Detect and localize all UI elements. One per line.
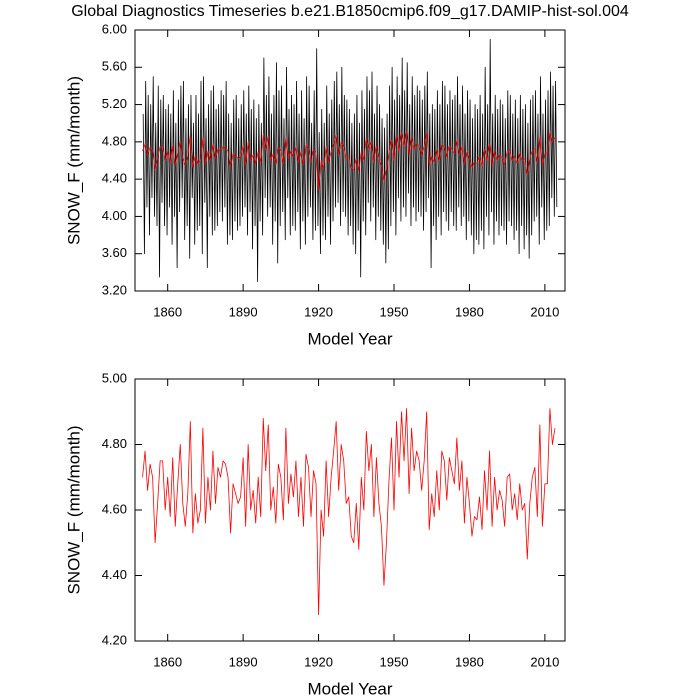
y-tick-label: 5.20: [102, 96, 127, 111]
y-tick-label: 4.40: [102, 567, 127, 582]
y-tick-label: 4.80: [102, 133, 127, 148]
x-tick-label: 1950: [380, 654, 409, 669]
y-tick-label: 3.20: [102, 282, 127, 297]
x-tick-label: 1920: [304, 654, 333, 669]
plot-frame: [134, 29, 566, 292]
x-tick-label: 1860: [153, 654, 182, 669]
x-tick-label: 1950: [380, 304, 409, 319]
x-tick-label: 1980: [455, 304, 484, 319]
plot-panel: Global Diagnostics Timeseries b.e21.B185…: [64, 3, 628, 348]
x-tick-label: 1890: [229, 654, 258, 669]
series-line: [142, 131, 556, 191]
series-line: [142, 408, 556, 616]
x-tick-label: 1920: [304, 304, 333, 319]
y-tick-label: 4.80: [102, 436, 127, 451]
y-axis-label: SNOW_F (mm/month): [64, 76, 83, 245]
x-tick-label: 1860: [153, 304, 182, 319]
plot-frame: [134, 378, 566, 642]
y-tick-label: 5.00: [102, 370, 127, 385]
series-line: [142, 38, 558, 283]
x-tick-label: 1890: [229, 304, 258, 319]
x-tick-label: 1980: [455, 654, 484, 669]
x-axis-label: Model Year: [307, 679, 392, 698]
y-tick-label: 4.00: [102, 208, 127, 223]
x-tick-label: 2010: [530, 304, 559, 319]
y-tick-label: 4.60: [102, 501, 127, 516]
y-tick-label: 3.60: [102, 245, 127, 260]
y-tick-label: 4.40: [102, 171, 127, 186]
plot-panel: 4.20 4.40 4.60 4.80 5.00 1860 1890 1920 1950 1980…: [64, 370, 566, 698]
y-tick-label: 5.60: [102, 59, 127, 74]
y-tick-label: 6.00: [102, 21, 127, 36]
y-tick-label: 4.20: [102, 632, 127, 647]
y-axis-label: SNOW_F (mm/month): [64, 425, 83, 594]
chart-title: Global Diagnostics Timeseries b.e21.B185…: [71, 3, 629, 20]
data-layer: [142, 38, 558, 283]
data-layer: [142, 408, 556, 616]
x-axis-label: Model Year: [307, 329, 392, 348]
x-tick-label: 2010: [530, 654, 559, 669]
